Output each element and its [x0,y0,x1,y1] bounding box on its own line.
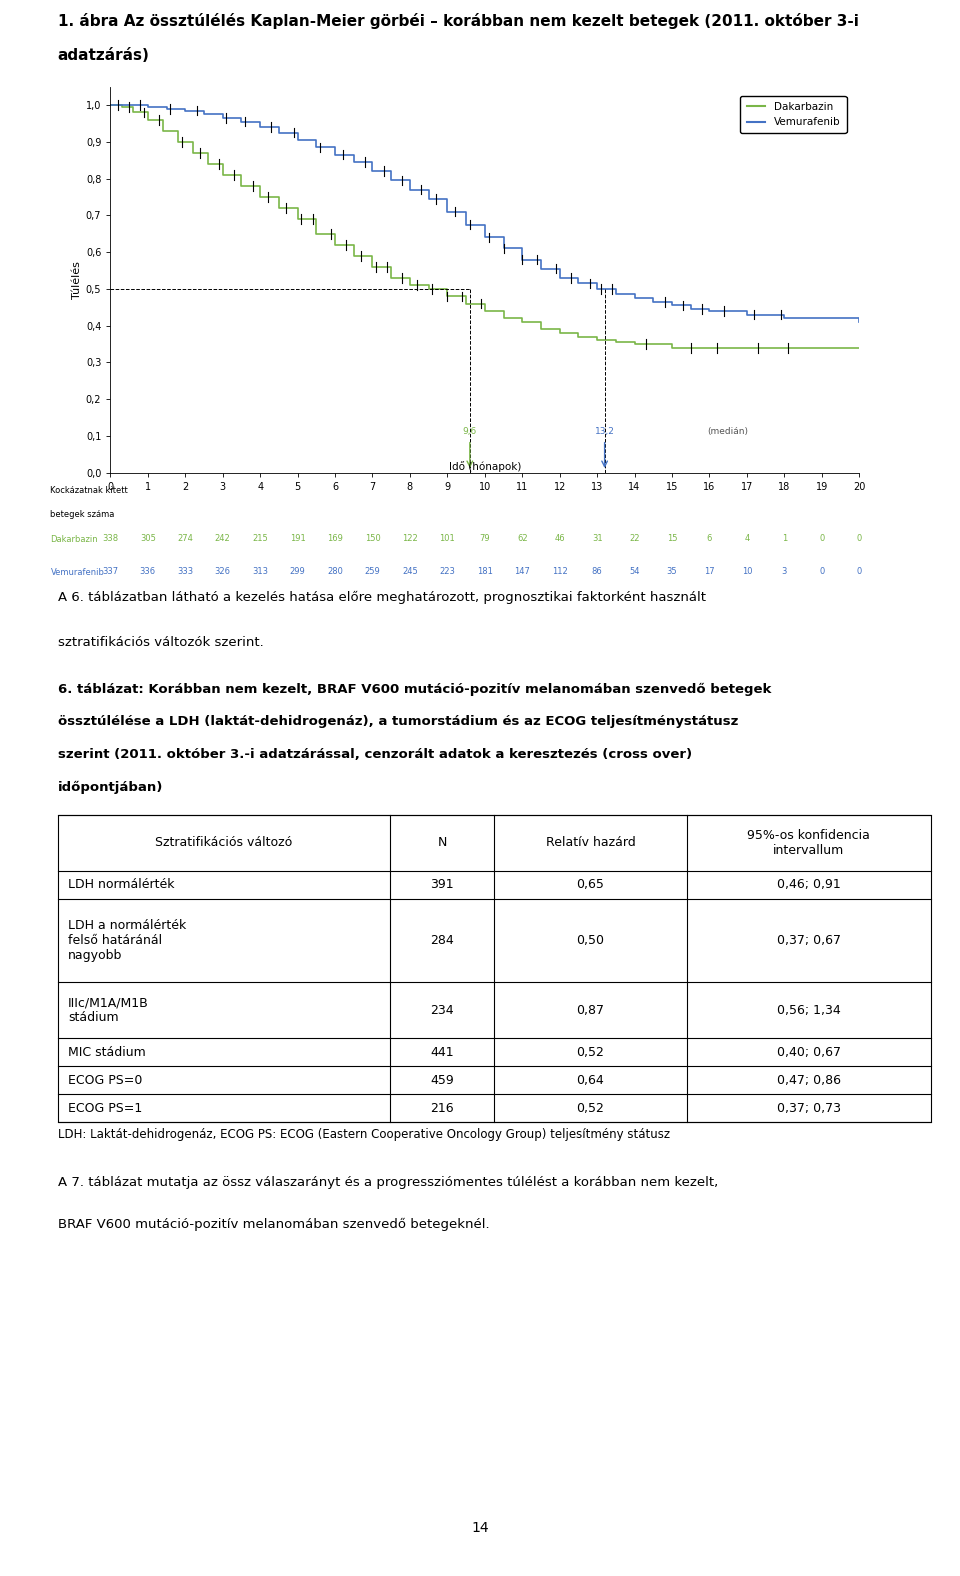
Text: 95%-os konfidencia
intervallum: 95%-os konfidencia intervallum [748,829,871,857]
Text: Kockázatnak kitett: Kockázatnak kitett [51,485,129,495]
Text: adatzárás): adatzárás) [58,47,150,63]
Text: 122: 122 [402,534,418,542]
Text: 147: 147 [515,567,530,575]
Text: 15: 15 [667,534,677,542]
Text: 1: 1 [781,534,787,542]
Text: Dakarbazin: Dakarbazin [51,534,98,544]
Text: 54: 54 [630,567,639,575]
Text: 0,52: 0,52 [577,1046,605,1059]
Text: 4: 4 [744,534,750,542]
Text: 0,52: 0,52 [577,1102,605,1114]
Text: 46: 46 [554,534,565,542]
Text: 3: 3 [781,567,787,575]
Text: 86: 86 [591,567,603,575]
Text: 6: 6 [707,534,712,542]
Text: 101: 101 [440,534,455,542]
Text: 191: 191 [290,534,305,542]
Text: 299: 299 [290,567,305,575]
Text: 333: 333 [178,567,193,575]
Text: 391: 391 [430,878,454,890]
Text: 0: 0 [856,534,862,542]
Text: 215: 215 [252,534,268,542]
Text: ECOG PS=0: ECOG PS=0 [68,1073,142,1087]
Text: időpontjában): időpontjában) [58,782,163,794]
Text: 79: 79 [479,534,491,542]
Text: 62: 62 [516,534,528,542]
Text: 0,46; 0,91: 0,46; 0,91 [777,878,841,890]
Text: 0: 0 [819,534,825,542]
Text: 0,56; 1,34: 0,56; 1,34 [777,1004,841,1017]
Text: 0,50: 0,50 [577,935,605,947]
Text: 313: 313 [252,567,268,575]
Text: 242: 242 [215,534,230,542]
Text: 0,64: 0,64 [577,1073,605,1087]
Text: 234: 234 [430,1004,454,1017]
Text: 0,37; 0,73: 0,37; 0,73 [777,1102,841,1114]
Text: 150: 150 [365,534,380,542]
Text: 10: 10 [742,567,752,575]
Text: 112: 112 [552,567,567,575]
Text: szerint (2011. október 3.-i adatzárással, cenzorált adatok a keresztezés (cross : szerint (2011. október 3.-i adatzárással… [58,749,692,761]
Text: 284: 284 [430,935,454,947]
Text: Vemurafenib: Vemurafenib [51,567,105,577]
Text: 459: 459 [430,1073,454,1087]
Text: 0,37; 0,67: 0,37; 0,67 [777,935,841,947]
Text: A 7. táblázat mutatja az össz válaszarányt és a progressziómentes túlélést a kor: A 7. táblázat mutatja az össz válaszarán… [58,1176,718,1188]
Text: 9,6: 9,6 [463,427,477,437]
Text: 14: 14 [471,1521,489,1535]
Text: 181: 181 [477,567,492,575]
Text: Relatív hazárd: Relatív hazárd [545,837,636,849]
Text: 31: 31 [591,534,603,542]
Text: 223: 223 [440,567,455,575]
Legend: Dakarbazin, Vemurafenib: Dakarbazin, Vemurafenib [740,96,847,134]
Text: 0: 0 [819,567,825,575]
Text: 22: 22 [630,534,639,542]
Text: 0: 0 [856,567,862,575]
Text: betegek száma: betegek száma [51,511,115,520]
Text: 326: 326 [215,567,230,575]
Text: A 6. táblázatban látható a kezelés hatása előre meghatározott, prognosztikai fak: A 6. táblázatban látható a kezelés hatás… [58,591,706,604]
Text: 169: 169 [327,534,343,542]
Text: IIIc/M1A/M1B
stádium: IIIc/M1A/M1B stádium [68,996,149,1024]
Text: 280: 280 [327,567,343,575]
Text: 259: 259 [365,567,380,575]
Text: N: N [438,837,446,849]
Text: LDH a normálérték
felső határánál
nagyobb: LDH a normálérték felső határánál nagyob… [68,919,186,961]
Text: 35: 35 [666,567,678,575]
Text: ECOG PS=1: ECOG PS=1 [68,1102,142,1114]
Text: 0,87: 0,87 [577,1004,605,1017]
Text: Idő (hónapok): Idő (hónapok) [448,462,521,473]
Text: 17: 17 [704,567,715,575]
Text: 274: 274 [178,534,193,542]
Text: 305: 305 [140,534,156,542]
Text: össztúlélése a LDH (laktát-dehidrogenáz), a tumorstádium és az ECOG teljesítmény: össztúlélése a LDH (laktát-dehidrogenáz)… [58,716,738,728]
Text: 336: 336 [140,567,156,575]
Text: 0,65: 0,65 [577,878,605,890]
Text: 6. táblázat: Korábban nem kezelt, BRAF V600 mutáció-pozitív melanomában szenvedő: 6. táblázat: Korábban nem kezelt, BRAF V… [58,682,771,695]
Text: 245: 245 [402,567,418,575]
Text: LDH normálérték: LDH normálérték [68,878,175,890]
Text: 1. ábra Az össztúlélés Kaplan-Meier görbéi – korábban nem kezelt betegek (2011. : 1. ábra Az össztúlélés Kaplan-Meier görb… [58,13,858,28]
Y-axis label: Túlélés: Túlélés [72,260,82,299]
Text: (medián): (medián) [708,427,749,437]
Text: sztratifikációs változók szerint.: sztratifikációs változók szerint. [58,637,263,649]
Text: MIC stádium: MIC stádium [68,1046,146,1059]
Text: 338: 338 [103,534,118,542]
Text: 13,2: 13,2 [594,427,614,437]
Text: LDH: Laktát-dehidrogenáz, ECOG PS: ECOG (Eastern Cooperative Oncology Group) tel: LDH: Laktát-dehidrogenáz, ECOG PS: ECOG … [58,1128,670,1141]
Text: Sztratifikációs változó: Sztratifikációs változó [155,837,292,849]
Text: 337: 337 [103,567,118,575]
Text: 0,47; 0,86: 0,47; 0,86 [777,1073,841,1087]
Text: 216: 216 [430,1102,454,1114]
Text: 441: 441 [430,1046,454,1059]
Text: 0,40; 0,67: 0,40; 0,67 [777,1046,841,1059]
Text: BRAF V600 mutáció-pozitív melanomában szenvedő betegeknél.: BRAF V600 mutáció-pozitív melanomában sz… [58,1218,490,1231]
